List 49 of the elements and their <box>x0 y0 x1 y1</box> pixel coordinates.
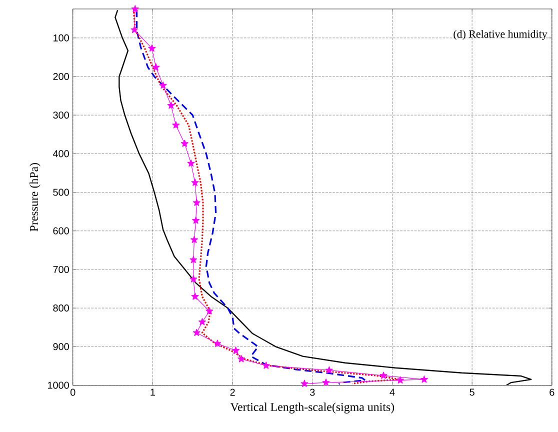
x-tick-label: 0 <box>70 388 76 396</box>
point <box>380 372 388 379</box>
point <box>148 44 156 52</box>
point <box>214 340 222 347</box>
y-tick-label: 300 <box>53 112 69 119</box>
x-axis-title: Vertical Length-scale(sigma units) <box>230 402 394 414</box>
point <box>190 256 198 263</box>
y-tick-label: 100 <box>54 34 69 42</box>
point <box>232 346 240 354</box>
point <box>131 5 139 12</box>
point <box>322 378 330 386</box>
point <box>420 376 428 383</box>
x-tick-label: 4 <box>390 388 395 396</box>
point <box>152 63 160 70</box>
y-tick-label: 500 <box>53 188 69 196</box>
point <box>192 328 200 336</box>
annotation: (d) Relative humidity <box>454 30 548 40</box>
point <box>192 198 200 206</box>
point <box>262 362 270 369</box>
point <box>159 81 167 89</box>
y-axis-title: Pressure (hPa) <box>30 162 40 232</box>
point <box>206 307 214 314</box>
point <box>300 380 308 387</box>
point <box>396 376 404 384</box>
point <box>172 121 180 128</box>
point <box>130 26 138 33</box>
y-tick-label: 800 <box>53 304 69 312</box>
point <box>187 159 195 166</box>
point <box>191 292 199 300</box>
point <box>325 366 333 374</box>
x-tick-label: 2 <box>230 388 235 396</box>
x-tick-label: 1 <box>150 388 155 396</box>
y-tick-label: 1000 <box>48 382 69 389</box>
point <box>191 178 199 186</box>
point <box>180 140 188 147</box>
point <box>192 216 200 224</box>
point <box>190 275 198 282</box>
y-tick-label: 900 <box>53 343 69 350</box>
point <box>167 102 175 109</box>
x-tick-label: 6 <box>550 388 554 396</box>
point <box>238 355 246 362</box>
point <box>190 236 198 243</box>
y-tick-label: 700 <box>53 266 69 273</box>
point <box>198 318 206 326</box>
y-tick-label: 200 <box>53 72 69 80</box>
x-tick-label: 5 <box>470 388 474 396</box>
x-tick-label: 3 <box>310 388 315 396</box>
y-tick-label: 600 <box>53 227 69 234</box>
y-tick-label: 400 <box>53 150 69 158</box>
